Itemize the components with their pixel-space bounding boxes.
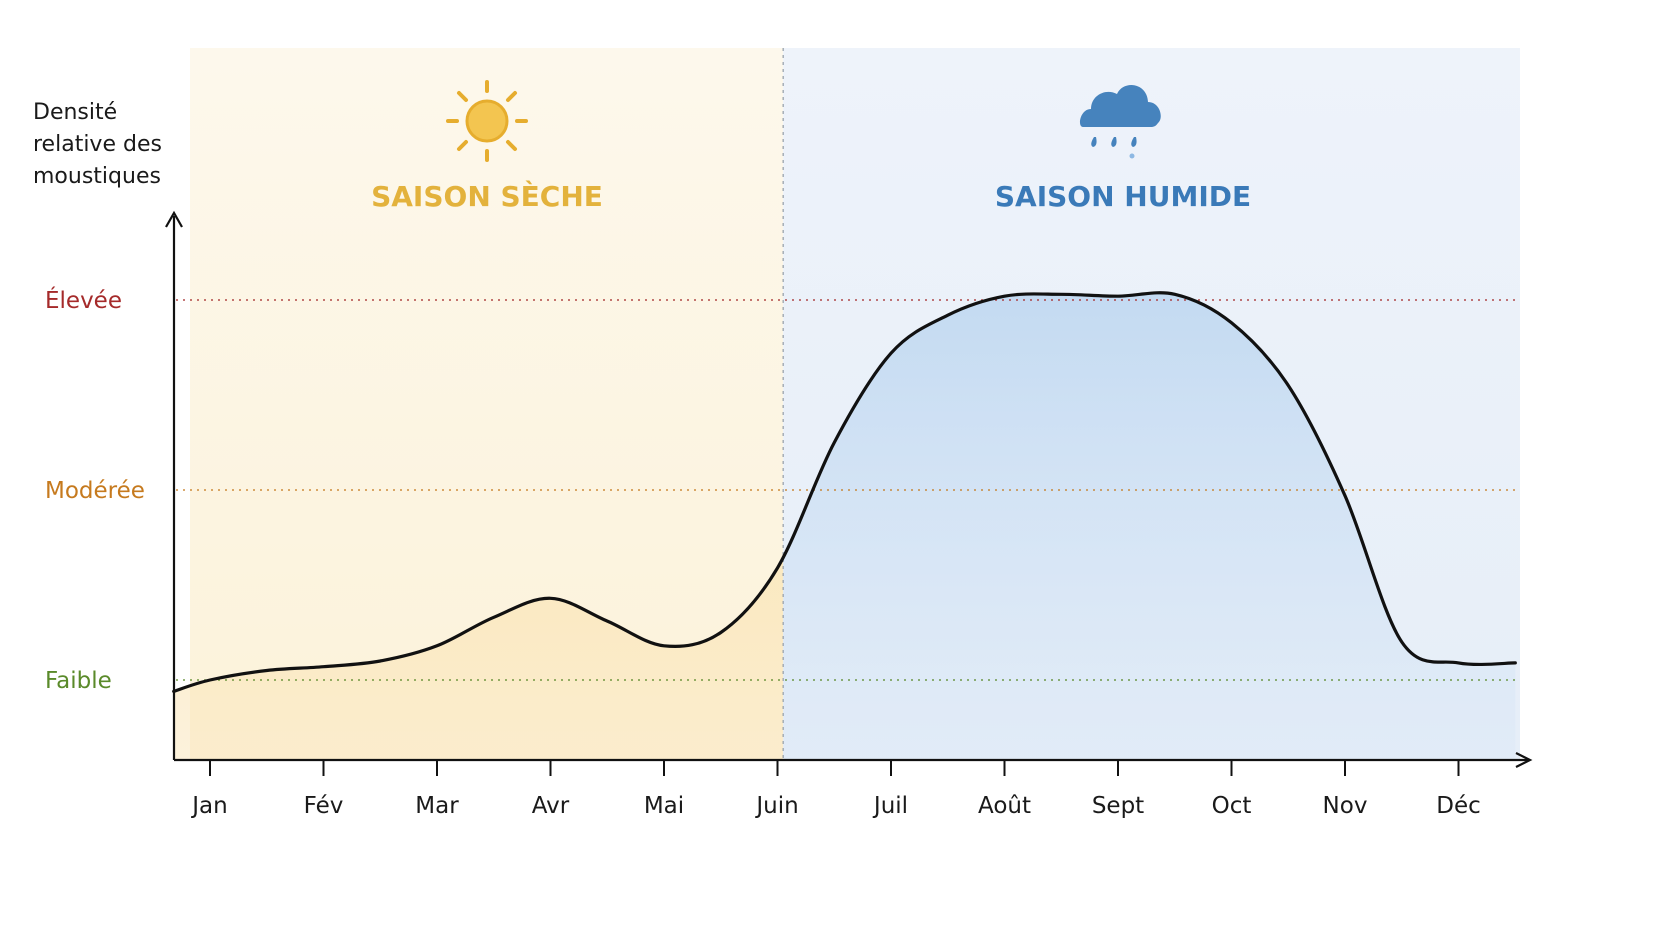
y-axis-title-line-2: relative des (33, 132, 162, 157)
x-tick-label-1: Jan (190, 793, 227, 819)
wet-season-label: SAISON HUMIDE (995, 180, 1251, 213)
x-tick-label-11: Nov (1323, 793, 1368, 819)
y-axis-title: Densité relative des moustiques (33, 100, 169, 189)
dry-season-label: SAISON SÈCHE (371, 179, 603, 213)
x-axis (174, 752, 1533, 768)
density-curve (172, 291, 1517, 693)
level-label-1: Élevée (45, 286, 122, 314)
level-label-2: Modérée (45, 478, 145, 504)
x-tick-label-5: Mai (644, 793, 684, 819)
x-tick-label-10: Oct (1212, 793, 1252, 819)
x-tick-label-2: Fév (304, 793, 344, 819)
y-axis (165, 210, 183, 760)
sun-icon (446, 80, 528, 162)
x-tick-label-3: Mar (415, 793, 459, 819)
x-tick-label-6: Juin (754, 793, 798, 819)
dry-season-area (174, 557, 784, 760)
x-tick-label-9: Sept (1092, 793, 1144, 819)
x-tick-label-12: Déc (1436, 793, 1481, 819)
y-axis-title-line-3: moustiques (33, 164, 161, 189)
x-tick-label-4: Avr (532, 793, 570, 819)
y-axis-title-line-1: Densité (33, 100, 117, 125)
x-tick-label-7: Juil (872, 793, 908, 819)
wet-season-area (783, 292, 1516, 760)
x-tick-label-8: Août (978, 793, 1031, 819)
level-label-3: Faible (45, 668, 112, 694)
rain-cloud-icon (1079, 84, 1161, 159)
